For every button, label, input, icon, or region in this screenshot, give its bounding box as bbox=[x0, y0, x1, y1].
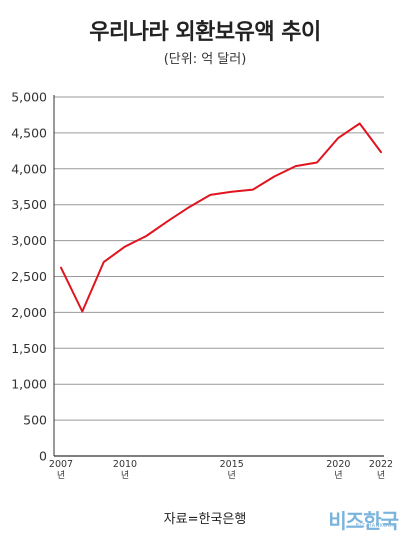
source-note: 자료=한국은행 bbox=[163, 512, 247, 527]
chart-title: 우리나라 외환보유액 추이 bbox=[89, 20, 321, 45]
y-tick-label: 3,500 bbox=[11, 197, 47, 212]
x-tick-label: 2010 bbox=[113, 459, 137, 470]
y-tick-label: 2,500 bbox=[11, 269, 47, 284]
series-line bbox=[60, 122, 382, 313]
y-tick-label: 1,500 bbox=[11, 341, 47, 356]
y-tick-label: 5,000 bbox=[11, 90, 47, 105]
y-tick-label: 4,000 bbox=[11, 161, 47, 176]
y-tick-label: 1,000 bbox=[11, 377, 47, 392]
x-tick-sublabel: 년 bbox=[121, 470, 129, 481]
x-tick-label: 2020 bbox=[326, 459, 350, 470]
x-tick-sublabel: 년 bbox=[57, 470, 65, 481]
y-tick-label: 0 bbox=[39, 449, 47, 464]
y-tick-label: 3,000 bbox=[11, 233, 47, 248]
y-tick-label: 500 bbox=[23, 413, 47, 428]
bizhankook-logo-sub: BIZ.HANKOOK bbox=[355, 523, 396, 529]
x-tick-sublabel: 년 bbox=[228, 470, 236, 481]
x-tick-label: 2007 bbox=[49, 459, 73, 470]
x-tick-sublabel: 년 bbox=[377, 470, 385, 481]
x-tick-label: 2022 bbox=[369, 459, 393, 470]
y-tick-label: 2,000 bbox=[11, 305, 47, 320]
y-tick-label: 4,500 bbox=[11, 125, 47, 140]
x-tick-label: 2015 bbox=[220, 459, 244, 470]
chart-subtitle: (단위: 억 달러) bbox=[163, 52, 247, 67]
bizhankook-logo: 비즈한국 bbox=[328, 509, 399, 533]
x-tick-sublabel: 년 bbox=[334, 470, 342, 481]
